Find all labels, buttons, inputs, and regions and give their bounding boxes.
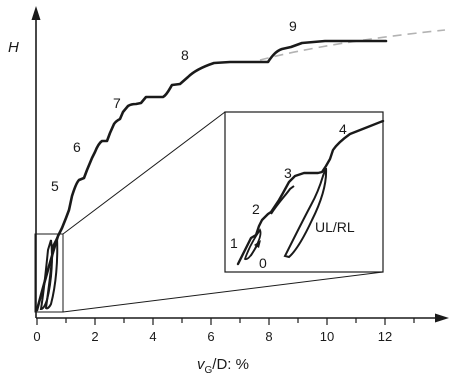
- y-axis-arrow: [31, 6, 41, 20]
- main-loop: [44, 234, 59, 310]
- x-tick-label: 2: [91, 329, 98, 344]
- x-axis-title-rest: /D: %: [212, 356, 249, 373]
- main-stage-labels: 5 6 7 8 9: [51, 18, 297, 194]
- stage-label: 9: [289, 18, 297, 34]
- inset-start-label: 0: [259, 255, 267, 271]
- inset-stage-label: 2: [252, 201, 260, 217]
- x-axis-title: vG/D: %: [197, 356, 249, 376]
- zoom-connector-line: [62, 271, 384, 313]
- asymptote-dashed-line: [259, 29, 446, 61]
- x-ticks: [36, 318, 415, 325]
- inset-curve: [236, 119, 385, 266]
- inset-hysteresis-loop: [283, 167, 328, 259]
- stage-label: 8: [181, 47, 189, 63]
- zoom-connectors: [62, 111, 384, 313]
- x-axis-title-sub: G: [205, 365, 213, 376]
- stage-label: 7: [113, 95, 121, 111]
- x-tick-label: 10: [320, 329, 334, 344]
- x-tick-label: 4: [149, 329, 156, 344]
- axes: [31, 6, 449, 323]
- stage-label: 6: [73, 139, 81, 155]
- x-tick-label: 8: [265, 329, 272, 344]
- inset: 1 2 3 4 0 UL/RL: [224, 111, 385, 273]
- y-axis-title: H: [8, 39, 19, 56]
- main-curve: [35, 39, 388, 312]
- x-axis-arrow: [435, 313, 449, 323]
- zoom-connector-line: [62, 111, 226, 235]
- inset-hysteresis-loop: [270, 185, 295, 215]
- stage-label: 5: [51, 178, 59, 194]
- x-tick-labels: 0 2 4 6 8 10 12: [33, 329, 392, 344]
- zoom-region-box: [34, 233, 64, 313]
- x-tick-label: 6: [207, 329, 214, 344]
- inset-small-loop: [243, 228, 262, 261]
- inset-loop-label: UL/RL: [315, 219, 355, 235]
- inset-arrow-head: [254, 240, 261, 248]
- x-tick-label: 0: [33, 329, 40, 344]
- inset-stage-label: 1: [230, 235, 238, 251]
- inset-stage-label: 3: [284, 165, 292, 181]
- x-axis-title-main: v: [197, 356, 206, 373]
- inset-stage-label: 4: [339, 121, 347, 137]
- x-tick-label: 12: [378, 329, 392, 344]
